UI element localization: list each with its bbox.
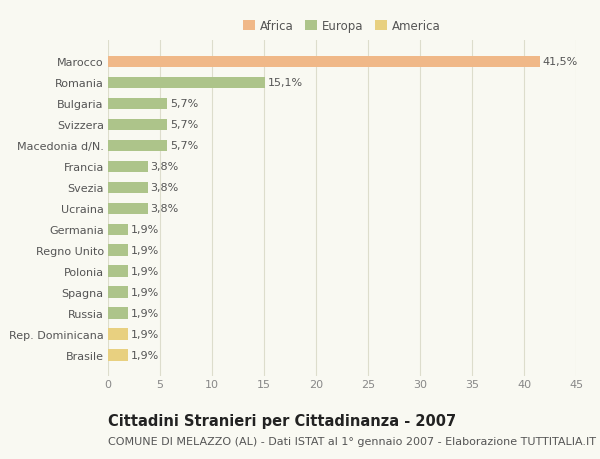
Text: 1,9%: 1,9% bbox=[131, 288, 159, 297]
Text: 15,1%: 15,1% bbox=[268, 78, 303, 88]
Text: 41,5%: 41,5% bbox=[543, 57, 578, 67]
Text: 1,9%: 1,9% bbox=[131, 308, 159, 319]
Text: COMUNE DI MELAZZO (AL) - Dati ISTAT al 1° gennaio 2007 - Elaborazione TUTTITALIA: COMUNE DI MELAZZO (AL) - Dati ISTAT al 1… bbox=[108, 436, 596, 446]
Legend: Africa, Europa, America: Africa, Europa, America bbox=[244, 20, 440, 34]
Bar bbox=[108, 308, 128, 319]
Bar bbox=[108, 203, 148, 215]
Text: 1,9%: 1,9% bbox=[131, 225, 159, 235]
Bar bbox=[108, 98, 167, 110]
Bar bbox=[108, 56, 539, 68]
Text: 3,8%: 3,8% bbox=[151, 183, 179, 193]
Bar bbox=[108, 287, 128, 298]
Bar bbox=[108, 161, 148, 173]
Text: 3,8%: 3,8% bbox=[151, 204, 179, 214]
Bar bbox=[108, 119, 167, 131]
Text: 1,9%: 1,9% bbox=[131, 267, 159, 277]
Text: 5,7%: 5,7% bbox=[170, 141, 199, 151]
Bar bbox=[108, 140, 167, 152]
Text: 5,7%: 5,7% bbox=[170, 99, 199, 109]
Text: 5,7%: 5,7% bbox=[170, 120, 199, 130]
Bar bbox=[108, 78, 265, 89]
Text: Cittadini Stranieri per Cittadinanza - 2007: Cittadini Stranieri per Cittadinanza - 2… bbox=[108, 413, 456, 428]
Bar bbox=[108, 266, 128, 277]
Bar bbox=[108, 350, 128, 361]
Bar bbox=[108, 182, 148, 194]
Text: 3,8%: 3,8% bbox=[151, 162, 179, 172]
Bar bbox=[108, 245, 128, 257]
Text: 1,9%: 1,9% bbox=[131, 350, 159, 360]
Bar bbox=[108, 224, 128, 235]
Bar bbox=[108, 329, 128, 340]
Text: 1,9%: 1,9% bbox=[131, 330, 159, 340]
Text: 1,9%: 1,9% bbox=[131, 246, 159, 256]
